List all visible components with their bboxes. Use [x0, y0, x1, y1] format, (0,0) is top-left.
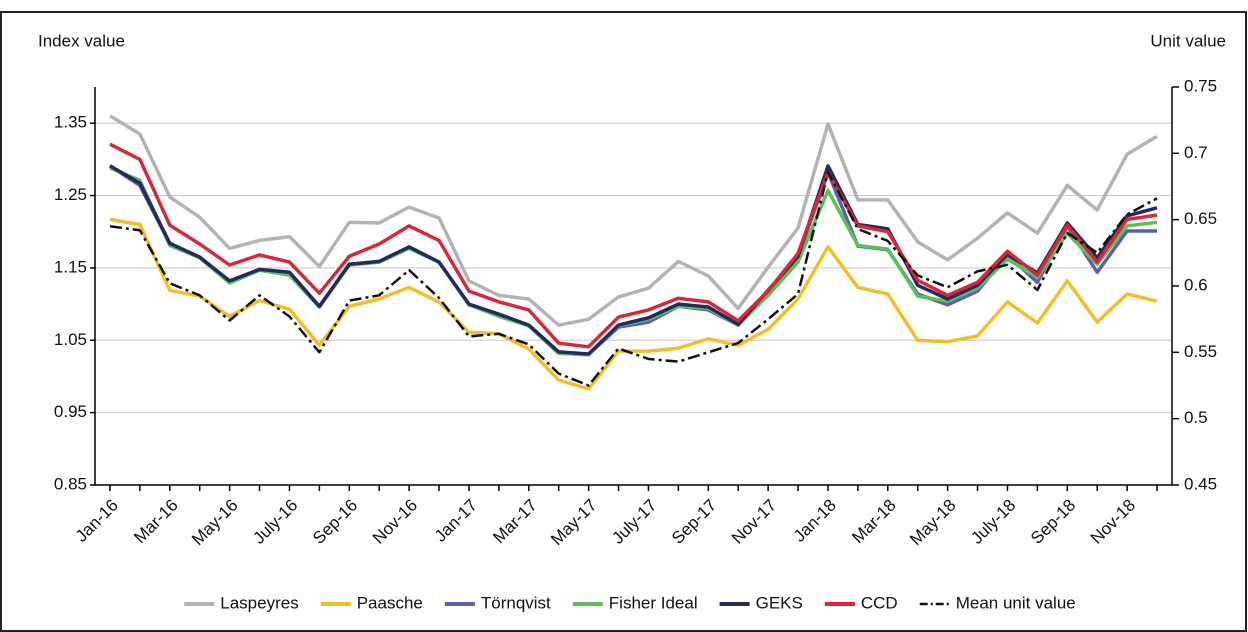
- x-tick-label: Jan-18: [790, 496, 840, 546]
- frame: [0, 11, 1247, 632]
- x-tick-label: Sep-18: [1027, 496, 1079, 548]
- legend-label: CCD: [861, 593, 898, 612]
- x-tick-label: May-18: [906, 496, 960, 550]
- y-tick-label: 1.35: [54, 113, 87, 132]
- x-tick-label: Jan-17: [431, 496, 481, 546]
- y2-tick-label: 0.6: [1184, 275, 1208, 294]
- x-tick-label: May-16: [188, 496, 242, 550]
- y2-tick-label: 0.45: [1184, 474, 1217, 493]
- series-line: [109, 170, 1158, 387]
- x-tick-label: Mar-18: [848, 496, 900, 548]
- y-axis-title: Index value: [38, 31, 125, 50]
- legend-label: Laspeyres: [220, 593, 298, 612]
- x-tick-label: Mar-16: [130, 496, 182, 548]
- y2-axis-title: Unit value: [1150, 31, 1226, 50]
- x-tick-label: May-17: [547, 496, 601, 550]
- legend-label: Mean unit value: [956, 593, 1076, 612]
- legend-label: Fisher Ideal: [609, 593, 698, 612]
- series-line: [109, 142, 1158, 349]
- y-tick-label: 1.25: [54, 185, 87, 204]
- x-tick-label: Sep-17: [668, 496, 720, 548]
- legend-label: Paasche: [357, 593, 423, 612]
- x-tick-label: July-16: [249, 496, 301, 548]
- series-line: [109, 164, 1158, 356]
- legend-label: Törnqvist: [481, 593, 551, 612]
- y2-tick-label: 0.5: [1184, 408, 1208, 427]
- y2-tick-label: 0.7: [1184, 143, 1208, 162]
- x-tick-label: Jan-16: [72, 496, 122, 546]
- y-tick-label: 0.85: [54, 474, 87, 493]
- x-tick-label: Nov-18: [1087, 496, 1139, 548]
- x-tick-label: Mar-17: [489, 496, 541, 548]
- series-line: [109, 217, 1158, 391]
- series-line: [109, 114, 1158, 327]
- x-tick-label: Nov-16: [369, 496, 421, 548]
- x-tick-label: July-18: [967, 496, 1019, 548]
- y-tick-label: 0.95: [54, 402, 87, 421]
- y-tick-label: 1.05: [54, 330, 87, 349]
- legend-label: GEKS: [756, 593, 803, 612]
- y2-tick-label: 0.55: [1184, 342, 1217, 361]
- y-tick-label: 1.15: [54, 257, 87, 276]
- legend: Laspeyres Paasche Törnqvist Fisher Ideal GEK…: [184, 593, 1076, 612]
- y2-tick-label: 0.65: [1184, 209, 1217, 228]
- x-tick-label: Nov-17: [728, 496, 780, 548]
- x-tick-label: July-17: [608, 496, 660, 548]
- x-tick-label: Sep-16: [309, 496, 361, 548]
- y2-tick-label: 0.75: [1184, 76, 1217, 95]
